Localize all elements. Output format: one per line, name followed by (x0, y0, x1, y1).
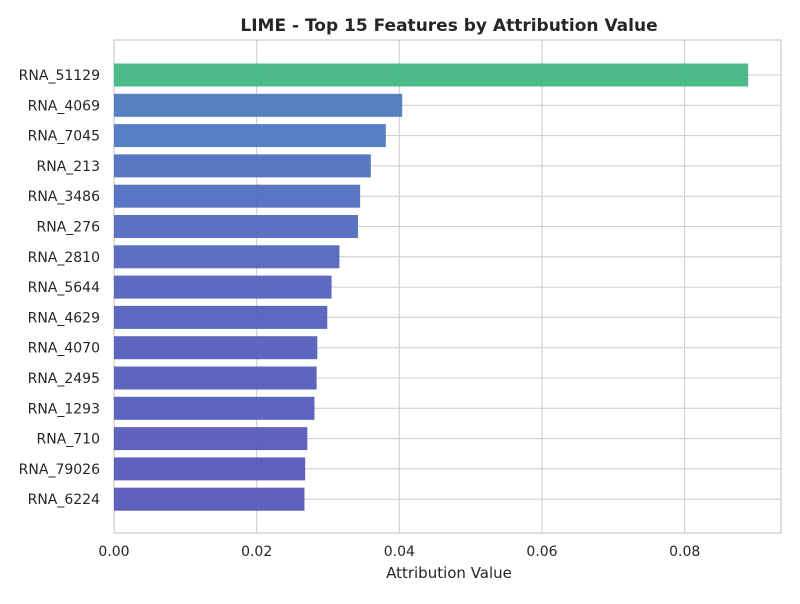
y-tick-label: RNA_213 (37, 159, 101, 175)
y-tick-label: RNA_4069 (28, 98, 100, 114)
chart-title: LIME - Top 15 Features by Attribution Va… (240, 16, 657, 36)
bar-rna-213 (114, 154, 371, 178)
bar-rna-4069 (114, 93, 403, 117)
bar-rna-51129 (114, 63, 749, 87)
bar-rna-7045 (114, 124, 386, 148)
y-tick-label: RNA_710 (37, 432, 101, 448)
bar-rna-79026 (114, 457, 306, 481)
y-tick-label: RNA_2495 (28, 371, 100, 387)
bar-rna-276 (114, 215, 358, 238)
x-tick-labels: 0.00 0.02 0.04 0.06 0.08 (98, 544, 700, 560)
y-tick-labels: RNA_51129 RNA_4069 RNA_7045 RNA_213 RNA_3486… (19, 68, 100, 508)
y-tick-label: RNA_7045 (28, 129, 100, 145)
y-tick-label: RNA_51129 (19, 68, 100, 84)
x-tick-label: 0.02 (241, 544, 272, 560)
y-tick-label: RNA_4070 (28, 341, 100, 357)
y-tick-label: RNA_79026 (19, 462, 100, 478)
bar-rna-5644 (114, 275, 332, 299)
y-tick-label: RNA_6224 (28, 492, 100, 508)
y-tick-label: RNA_4629 (28, 310, 100, 326)
y-tick-label: RNA_3486 (28, 189, 100, 205)
y-tick-label: RNA_1293 (28, 401, 100, 417)
x-tick-label: 0.04 (384, 544, 415, 560)
bar-rna-3486 (114, 184, 361, 208)
bar-rna-2495 (114, 366, 317, 390)
y-tick-label: RNA_276 (37, 220, 101, 236)
y-tick-label: RNA_2810 (28, 250, 100, 266)
bar-rna-1293 (114, 396, 315, 420)
x-tick-label: 0.08 (669, 544, 700, 560)
x-tick-label: 0.06 (526, 544, 557, 560)
bar-rna-2810 (114, 245, 340, 269)
bar-rna-710 (114, 427, 308, 451)
bar-rna-4629 (114, 305, 328, 329)
x-tick-label: 0.00 (98, 544, 129, 560)
bar-rna-4070 (114, 336, 318, 360)
y-tick-label: RNA_5644 (28, 280, 100, 296)
bars (114, 63, 749, 511)
x-axis-label: Attribution Value (386, 564, 512, 582)
bar-rna-6224 (114, 487, 305, 511)
